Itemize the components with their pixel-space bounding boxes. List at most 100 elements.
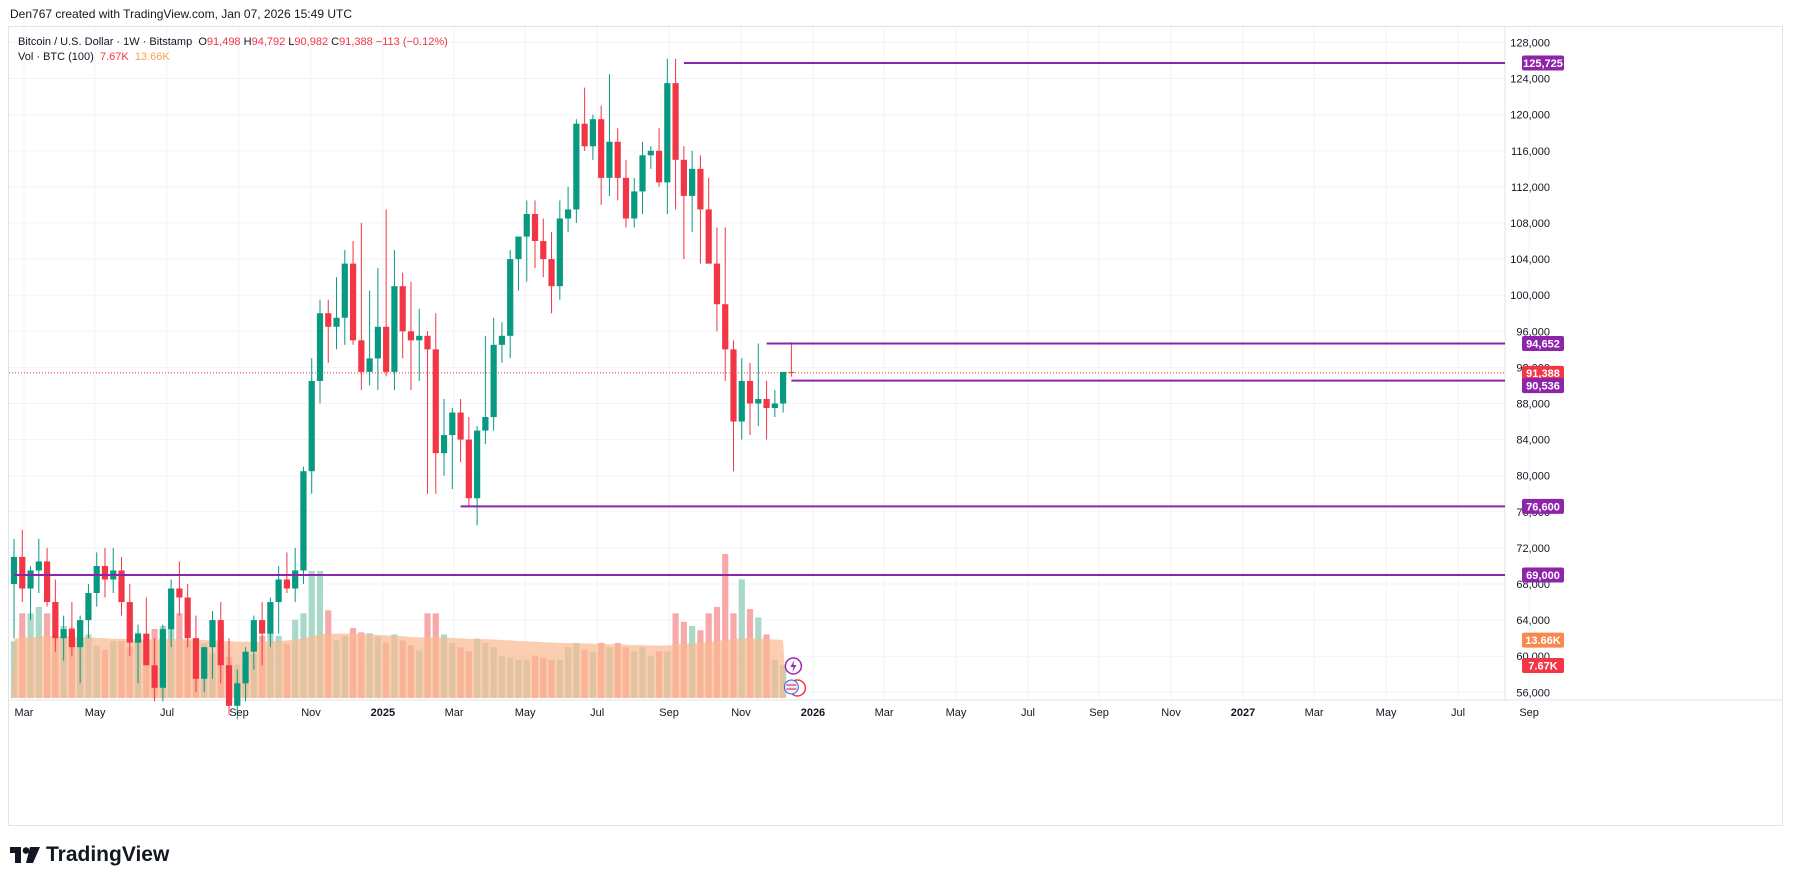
- volume-axis-label: 7.67K: [1528, 661, 1557, 673]
- price-axis-tick-label: 56,000: [1516, 687, 1550, 699]
- candle-body: [101, 565, 109, 580]
- candle-body: [507, 259, 514, 336]
- price-axis-tick-label: 104,000: [1510, 254, 1550, 266]
- candle-body: [126, 602, 133, 643]
- tradingview-logo[interactable]: TradingView: [10, 843, 169, 867]
- candle-body: [300, 471, 307, 571]
- candle-body: [664, 83, 671, 183]
- candle-body: [192, 638, 200, 679]
- candle-body: [680, 159, 687, 196]
- candle-body: [358, 340, 365, 372]
- legend-low-label: L: [288, 36, 295, 48]
- legend-close: 91,388: [339, 36, 373, 48]
- price-axis-tick-label: 80,000: [1516, 471, 1550, 483]
- candle-body: [292, 570, 299, 589]
- candle-body: [43, 561, 51, 603]
- candle-body: [341, 263, 348, 318]
- level-price-label: 90,536: [1526, 381, 1560, 393]
- candle-body: [77, 620, 84, 648]
- candle-body: [10, 556, 18, 584]
- candle-body: [52, 602, 59, 639]
- chart-frame[interactable]: [8, 26, 1783, 826]
- volume-axis-label: 13.66K: [1525, 635, 1561, 647]
- level-price-label: 76,600: [1526, 501, 1560, 513]
- time-axis-label: Jul: [1451, 707, 1465, 719]
- candle-body: [780, 371, 787, 404]
- candle-body: [407, 331, 415, 341]
- candle-body: [449, 412, 456, 436]
- candle-body: [209, 620, 216, 648]
- candle-body: [440, 435, 448, 454]
- candle-body: [143, 633, 150, 666]
- candle-body: [234, 683, 241, 706]
- candle-body: [416, 335, 423, 341]
- candle-body: [242, 651, 249, 684]
- level-price-label-bg: [1522, 335, 1564, 351]
- candle-body: [647, 150, 654, 156]
- candle-body: [85, 593, 92, 621]
- candle-body: [308, 380, 315, 472]
- candle-body: [259, 620, 266, 634]
- candle-body: [333, 317, 340, 327]
- lightning-icon: [790, 660, 797, 672]
- time-axis-label: Sep: [659, 707, 679, 719]
- price-axis-tick-label: 128,000: [1510, 38, 1550, 50]
- candle-body: [564, 209, 572, 219]
- candle-body: [746, 380, 754, 404]
- candle-body: [540, 241, 547, 260]
- candle-body: [548, 259, 555, 287]
- candle-body: [655, 150, 663, 183]
- price-axis-tick-label: 88,000: [1516, 399, 1550, 411]
- time-axis-label: Nov: [301, 707, 321, 719]
- level-price-label: 94,652: [1526, 338, 1560, 350]
- legend-high: 94,792: [251, 36, 286, 48]
- time-axis-label: May: [1376, 707, 1397, 719]
- volume-bar: [308, 570, 315, 698]
- legend-symbol[interactable]: Bitcoin / U.S. Dollar · 1W · Bitstamp: [18, 36, 193, 48]
- price-axis-tick-label: 112,000: [1511, 182, 1550, 194]
- candle-body: [589, 119, 596, 147]
- level-price-label: 69,000: [1526, 570, 1560, 582]
- time-axis-label: May: [515, 707, 536, 719]
- candle-body: [482, 417, 489, 431]
- tradingview-logo-icon: [10, 847, 40, 863]
- candle-body: [374, 326, 381, 359]
- candle-body: [349, 263, 357, 341]
- candle-body: [639, 155, 646, 192]
- candle-body: [531, 213, 539, 242]
- time-axis-label: 2026: [801, 707, 825, 719]
- time-axis-label: Sep: [1089, 707, 1109, 719]
- level-price-label-bg: [1522, 567, 1564, 583]
- chart-legend: Bitcoin / U.S. Dollar · 1W · Bitstamp O9…: [18, 35, 448, 65]
- candle-body: [614, 141, 621, 178]
- candle-body: [283, 579, 291, 589]
- tradingview-wordmark: TradingView: [46, 843, 170, 866]
- candle-body: [730, 349, 737, 422]
- volume-bar: [722, 554, 729, 698]
- candle-body: [201, 647, 208, 679]
- candle-body: [250, 620, 257, 652]
- candle-body: [672, 83, 679, 160]
- candle-body: [217, 620, 224, 666]
- volume-axis-label-bg: [1522, 658, 1564, 674]
- legend-volume-label[interactable]: Vol · BTC (100): [18, 51, 94, 63]
- candle-body: [490, 344, 497, 418]
- legend-low: 90,982: [294, 36, 329, 48]
- time-axis-label: Mar: [875, 707, 894, 719]
- legend-volume-value: 7.67K: [99, 51, 129, 63]
- candle-body: [176, 588, 183, 598]
- candle-body: [168, 588, 175, 630]
- price-axis-tick-label: 72,000: [1516, 543, 1550, 555]
- candle-body: [391, 286, 398, 372]
- candle-body: [465, 439, 472, 499]
- candle-body: [738, 380, 745, 422]
- candle-body: [159, 629, 166, 688]
- legend-high-label: H: [243, 36, 252, 48]
- candle-body: [275, 579, 282, 603]
- level-price-label-bg: [1522, 378, 1564, 394]
- candle-body: [722, 304, 729, 350]
- candle-body: [93, 565, 100, 594]
- time-axis-label: Sep: [229, 707, 249, 719]
- candle-body: [424, 335, 431, 350]
